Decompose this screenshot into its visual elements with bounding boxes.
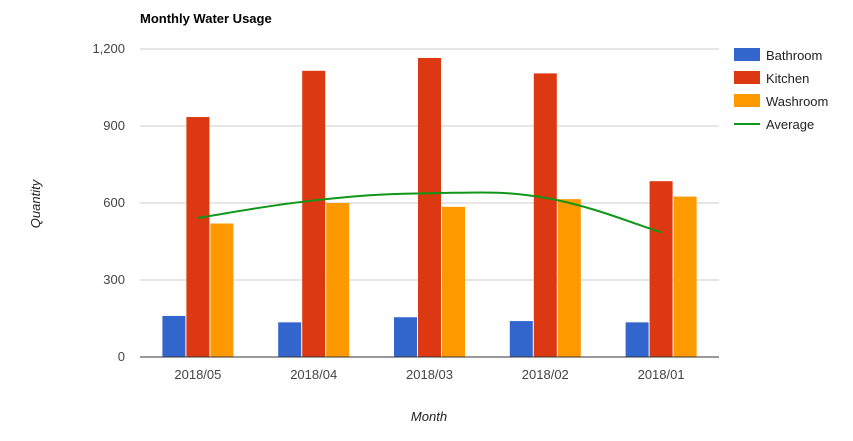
x-tick-label: 2018/03 — [406, 367, 453, 382]
legend-swatch-kitchen — [734, 71, 760, 84]
bar-kitchen-2018-03 — [418, 57, 441, 357]
x-tick-label: 2018/02 — [522, 367, 569, 382]
y-tick-label: 300 — [103, 272, 125, 287]
bar-washroom-2018-03 — [442, 206, 465, 357]
bar-washroom-2018-01 — [673, 196, 697, 357]
bar-kitchen-2018-04 — [302, 70, 326, 358]
legend: Bathroom Kitchen Washroom Average — [734, 48, 828, 132]
y-axis-title: Quantity — [28, 178, 43, 228]
bar-kitchen-2018-01 — [649, 181, 673, 357]
y-tick-label: 900 — [103, 118, 125, 133]
bar-bathroom-2018-03 — [394, 317, 417, 357]
x-axis-ticks: 2018/05 2018/04 2018/03 2018/02 2018/01 — [174, 367, 684, 382]
x-tick-label: 2018/05 — [174, 367, 221, 382]
x-tick-label: 2018/01 — [638, 367, 685, 382]
legend-label-washroom: Washroom — [766, 94, 828, 109]
y-tick-label: 600 — [103, 195, 125, 210]
legend-label-bathroom: Bathroom — [766, 48, 822, 63]
x-tick-label: 2018/04 — [290, 367, 337, 382]
legend-swatch-bathroom — [734, 48, 760, 61]
bar-bathroom-2018-05 — [162, 315, 186, 357]
bar-washroom-2018-04 — [326, 203, 350, 357]
bar-bathroom-2018-02 — [509, 321, 533, 357]
legend-label-kitchen: Kitchen — [766, 71, 809, 86]
bar-bathroom-2018-01 — [625, 322, 649, 357]
y-tick-label: 0 — [118, 349, 125, 364]
bar-kitchen-2018-05 — [186, 117, 210, 358]
bar-washroom-2018-02 — [557, 199, 581, 357]
legend-label-average: Average — [766, 117, 814, 132]
line-average — [197, 191, 662, 234]
bar-bathroom-2018-04 — [278, 322, 302, 357]
legend-swatch-washroom — [734, 94, 760, 107]
bar-washroom-2018-05 — [210, 223, 234, 357]
x-axis-title: Month — [411, 409, 447, 424]
bars — [162, 57, 697, 358]
chart-title: Monthly Water Usage — [140, 11, 272, 26]
average-line-group — [197, 191, 662, 234]
y-tick-label: 1,200 — [92, 41, 125, 56]
bar-kitchen-2018-02 — [533, 73, 557, 357]
y-axis-ticks: 0 300 600 900 1,200 — [92, 41, 125, 364]
